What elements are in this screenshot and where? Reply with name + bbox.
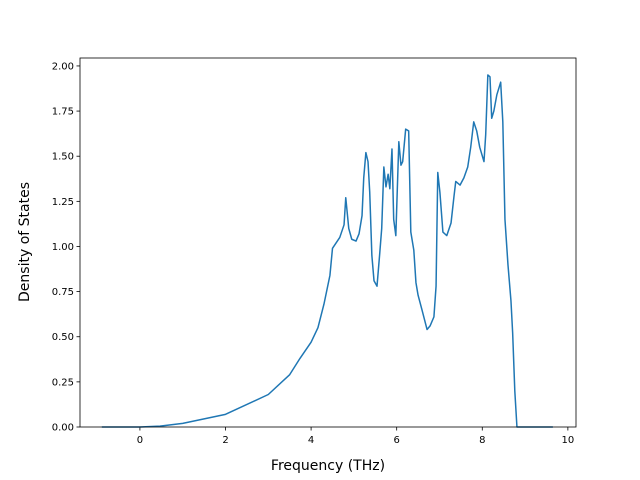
y-tick-label: 1.75 xyxy=(52,107,74,118)
x-tick-label: 6 xyxy=(393,435,399,446)
y-tick-label: 0.25 xyxy=(52,377,74,388)
y-tick-label: 2.00 xyxy=(52,61,74,72)
y-axis-label: Density of States xyxy=(17,182,33,302)
y-tick-label: 1.50 xyxy=(52,152,74,163)
y-tick-label: 0.00 xyxy=(52,423,74,434)
x-axis-label: Frequency (THz) xyxy=(271,458,385,474)
x-tick-label: 8 xyxy=(479,435,485,446)
y-tick-label: 0.50 xyxy=(52,332,74,343)
y-tick-label: 1.00 xyxy=(52,242,74,253)
plot-frame xyxy=(79,57,577,428)
y-tick-label: 0.75 xyxy=(52,287,74,298)
line xyxy=(101,74,553,428)
x-tick-label: 2 xyxy=(222,435,228,446)
x-tick-label: 10 xyxy=(562,435,575,446)
y-tick-label: 1.25 xyxy=(52,197,74,208)
x-tick-label: 0 xyxy=(137,435,143,446)
x-tick-label: 4 xyxy=(308,435,314,446)
